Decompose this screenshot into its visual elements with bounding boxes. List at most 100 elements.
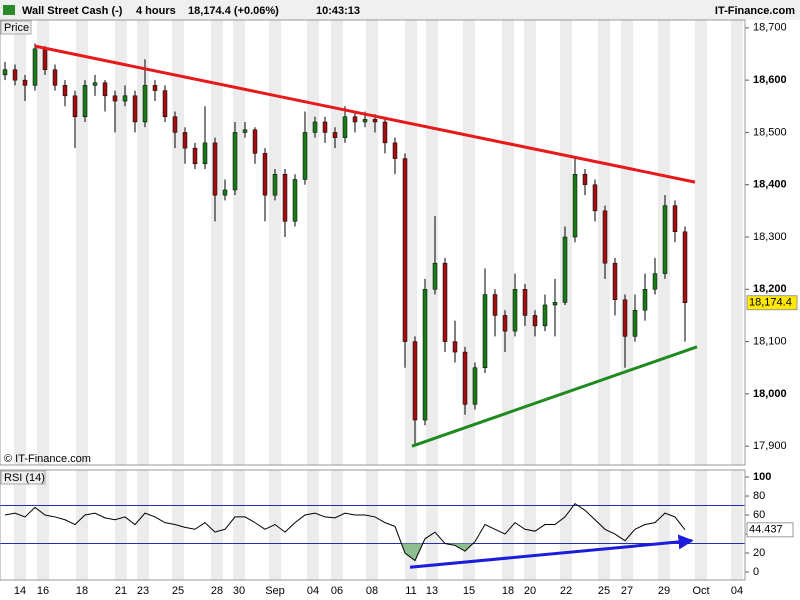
candle-body	[162, 90, 168, 117]
y-tick-label: 18,500	[753, 126, 787, 138]
brand: IT-Finance.com	[715, 5, 795, 17]
icon	[3, 5, 15, 15]
x-tick-label: 08	[366, 585, 378, 597]
last-value-box	[746, 522, 794, 538]
rsi-label: RSI (14)	[4, 472, 45, 484]
candle-body	[442, 262, 448, 342]
candle-body	[512, 289, 518, 332]
day-stripe	[37, 20, 49, 465]
x-tick-label: Sep	[265, 585, 285, 597]
candle-body	[462, 351, 468, 405]
candle-body	[132, 95, 138, 123]
candle-body	[642, 289, 648, 311]
day-stripe	[115, 20, 127, 465]
candle-body	[52, 69, 58, 86]
y-tick-label: 17,900	[753, 440, 787, 452]
rsi-frame	[0, 469, 746, 581]
candle-body	[242, 129, 248, 133]
x-tick-label: 27	[621, 585, 633, 597]
instrument: Wall Street Cash (-)	[22, 5, 123, 17]
x-tick-label: 18	[76, 585, 88, 597]
day-stripe	[524, 20, 536, 465]
day-stripe	[405, 470, 417, 580]
candle-body	[12, 69, 18, 81]
candle-body	[382, 121, 388, 144]
label-box	[0, 470, 46, 485]
candle-body	[472, 367, 478, 405]
candle-body	[122, 95, 128, 102]
candle-body	[432, 262, 438, 290]
day-stripe	[307, 20, 319, 465]
y-tick-label: 20	[753, 547, 765, 559]
day-stripe	[37, 470, 49, 580]
last-price-label: 18,174.4	[749, 297, 792, 309]
day-stripe	[502, 470, 514, 580]
x-tick-label: 25	[172, 585, 184, 597]
day-stripe	[695, 20, 707, 465]
candle-body	[252, 129, 258, 154]
candle-body	[312, 121, 318, 133]
price-frame	[0, 19, 746, 466]
candle-body	[492, 294, 498, 316]
day-stripe	[137, 20, 149, 465]
day-stripe	[331, 470, 343, 580]
y-tick-label: 100	[753, 471, 771, 483]
x-tick-label: 22	[560, 585, 572, 597]
candle-body	[22, 79, 28, 86]
trendline	[409, 534, 694, 569]
candle-body	[652, 273, 658, 290]
x-tick-label: 28	[211, 585, 223, 597]
day-stripe	[524, 470, 536, 580]
x-tick-label: 16	[37, 585, 49, 597]
candle-body	[522, 289, 528, 316]
x-tick-label: 23	[137, 585, 149, 597]
candle-body	[112, 95, 118, 102]
candle-body	[582, 174, 588, 185]
y-tick-label: 18,700	[753, 22, 787, 34]
candle-body	[502, 315, 508, 332]
candle-body	[332, 132, 338, 138]
y-tick-label: 60	[753, 509, 765, 521]
day-stripe	[269, 20, 281, 465]
candle-body	[152, 85, 158, 91]
candle-body	[482, 294, 488, 368]
day-stripe	[695, 470, 707, 580]
day-stripe	[621, 470, 633, 580]
candle-body	[362, 119, 368, 123]
candle-body	[222, 189, 228, 196]
candle-body	[262, 153, 268, 196]
candle-body	[2, 69, 8, 76]
candle-body	[612, 262, 618, 301]
day-stripe	[137, 470, 149, 580]
x-tick-label: 13	[426, 585, 438, 597]
candle-body	[682, 231, 688, 303]
candle-body	[192, 147, 198, 165]
candle-body	[102, 82, 108, 97]
y-tick-label: 18,200	[753, 283, 787, 295]
day-stripe	[426, 470, 438, 580]
candle-body	[42, 48, 48, 70]
day-stripe	[502, 20, 514, 465]
candle-body	[72, 95, 78, 117]
day-stripe	[621, 20, 633, 465]
day-stripe	[172, 20, 184, 465]
time: 10:43:13	[316, 5, 360, 17]
day-stripe	[211, 20, 223, 465]
day-stripe	[76, 470, 88, 580]
day-stripe	[76, 20, 88, 465]
y-tick-label: 18,000	[753, 388, 787, 400]
candle-body	[662, 205, 668, 274]
candle-body	[392, 142, 398, 159]
candle-body	[342, 116, 348, 138]
candle-body	[372, 119, 378, 123]
candle-body	[602, 210, 608, 264]
x-tick-label: Oct	[692, 585, 709, 597]
x-tick-label: 14	[14, 585, 26, 597]
candle-body	[632, 309, 638, 337]
day-stripe	[658, 470, 670, 580]
rsi-line	[4, 502, 686, 562]
candle-body	[552, 302, 558, 306]
x-tick-label: 29	[658, 585, 670, 597]
trendline	[34, 44, 696, 184]
